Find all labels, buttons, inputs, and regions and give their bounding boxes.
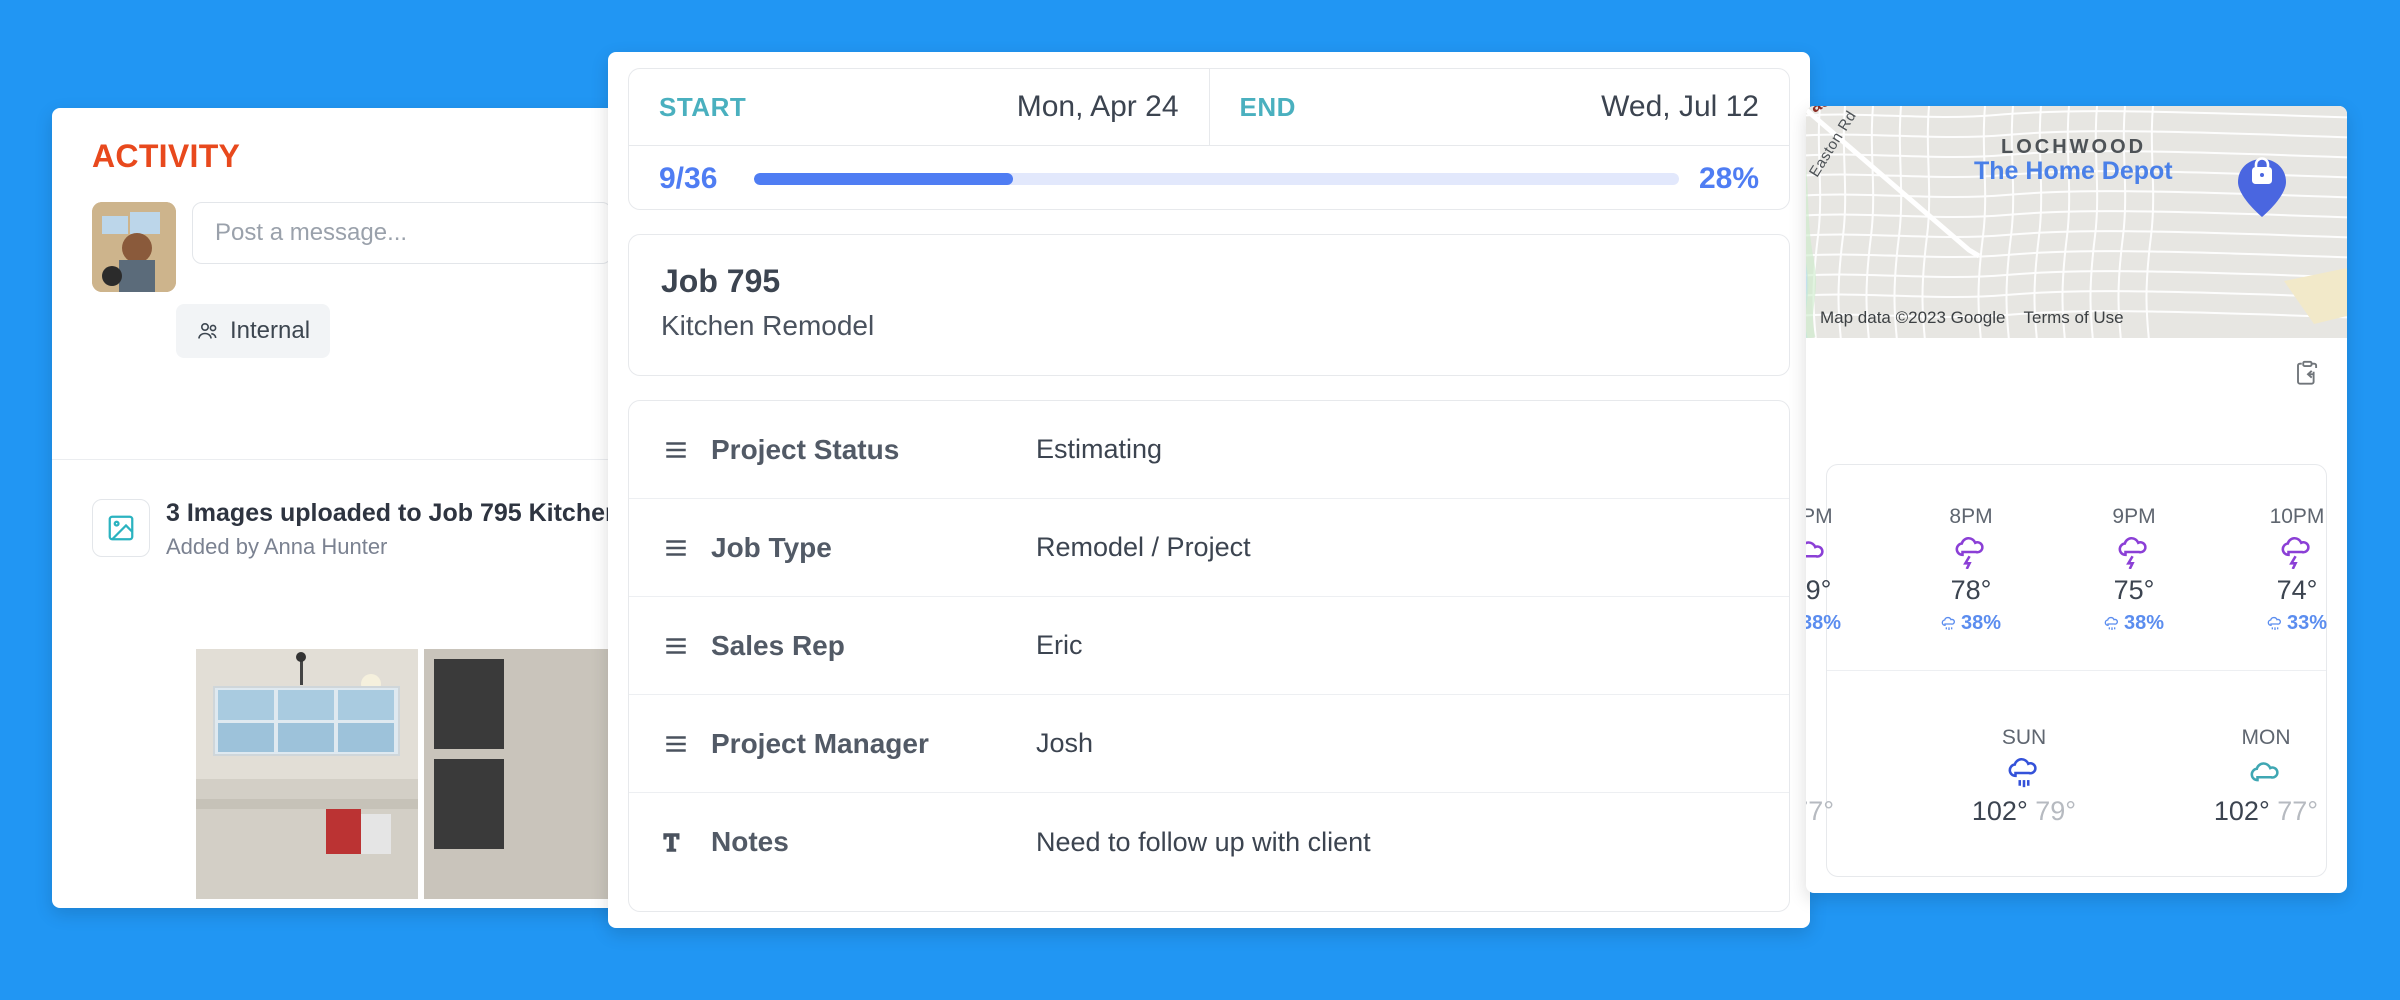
- svg-text:T: T: [664, 831, 679, 855]
- svg-text:The Home Depot: The Home Depot: [1974, 157, 2173, 185]
- svg-text:LOCHWOOD: LOCHWOOD: [2001, 136, 2146, 158]
